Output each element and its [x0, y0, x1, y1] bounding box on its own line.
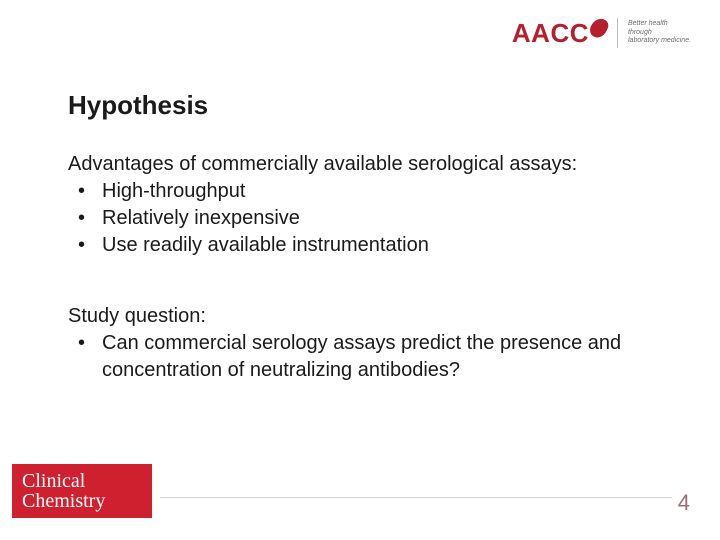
aacc-logo: AACC: [512, 20, 607, 46]
bullet-list: High-throughput Relatively inexpensive U…: [68, 178, 672, 259]
content-region: Hypothesis Advantages of commercially av…: [68, 90, 672, 410]
footer-logo-line: Clinical: [22, 471, 152, 491]
header-logo: AACC Better health through laboratory me…: [512, 18, 692, 48]
tagline-line: Better health through: [628, 20, 692, 38]
aacc-logo-text: AACC: [512, 20, 589, 46]
bullet-list: Can commercial serology assays predict t…: [68, 330, 672, 384]
footer-logo: Clinical Chemistry: [12, 464, 152, 518]
slide-title: Hypothesis: [68, 90, 672, 121]
section-lead: Study question:: [68, 303, 672, 330]
list-item: Can commercial serology assays predict t…: [68, 330, 672, 384]
footer-rule: [160, 497, 672, 498]
spacer: [68, 285, 672, 303]
leaf-icon: [587, 15, 611, 40]
logo-divider: [617, 18, 618, 48]
list-item: Use readily available instrumentation: [68, 232, 672, 259]
slide: AACC Better health through laboratory me…: [0, 0, 720, 540]
list-item: Relatively inexpensive: [68, 205, 672, 232]
footer-logo-line: Chemistry: [22, 491, 152, 511]
section-lead: Advantages of commercially available ser…: [68, 151, 672, 178]
list-item: High-throughput: [68, 178, 672, 205]
logo-tagline: Better health through laboratory medicin…: [628, 20, 692, 46]
page-number: 4: [678, 490, 690, 516]
tagline-line: laboratory medicine.: [628, 37, 692, 46]
